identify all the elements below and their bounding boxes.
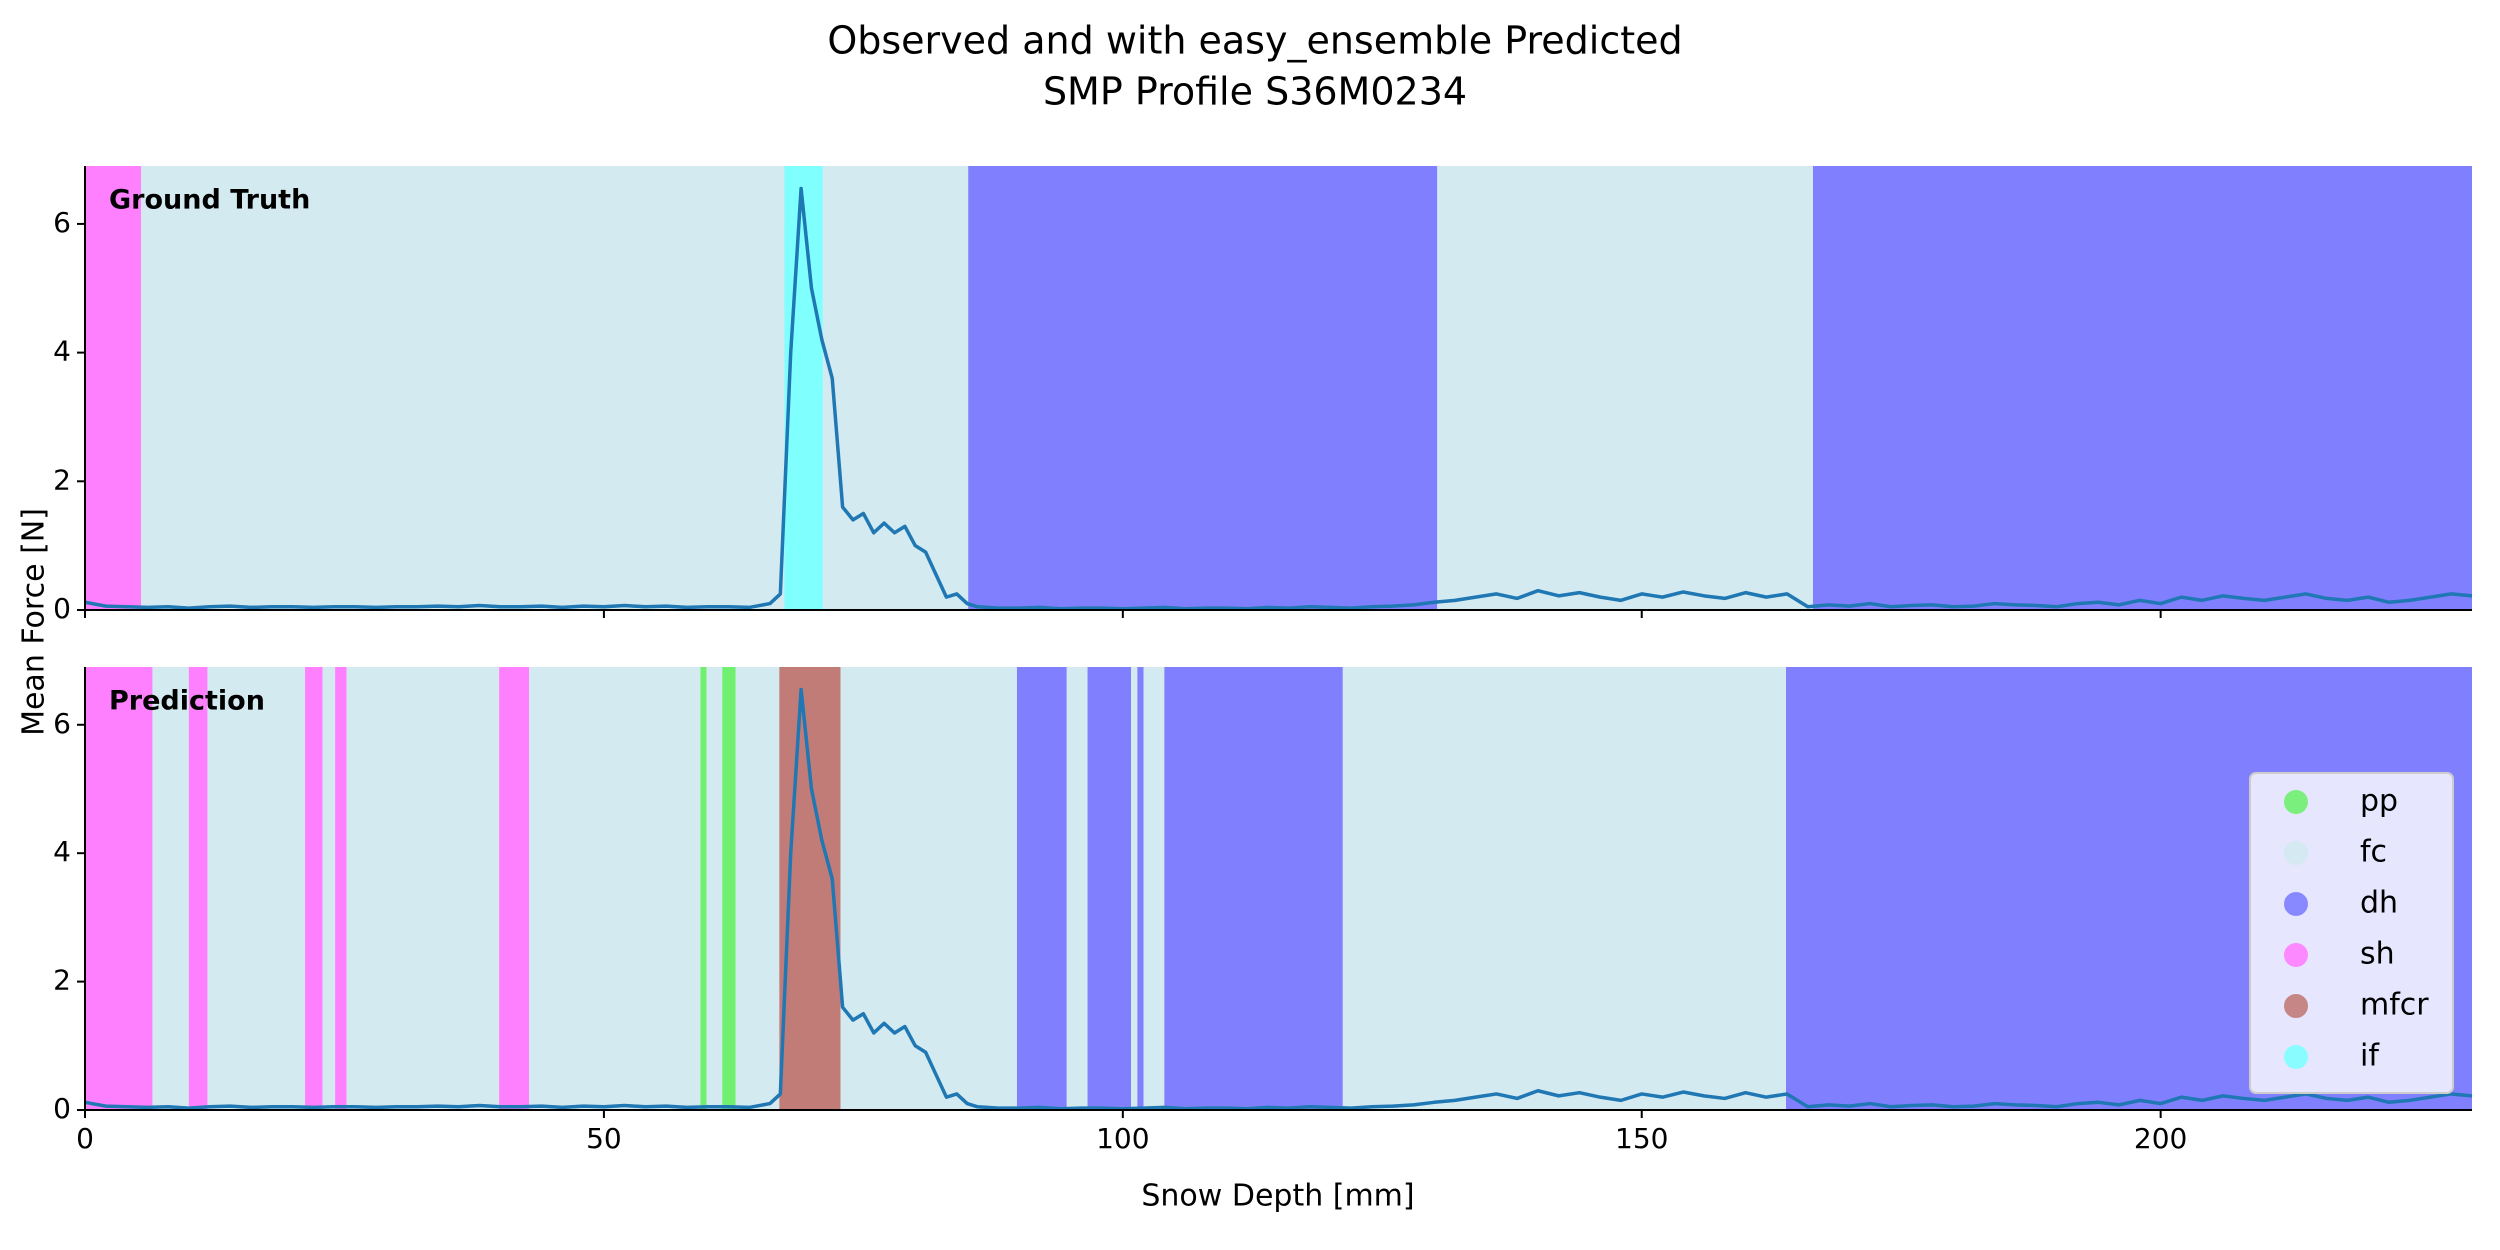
x-tick-label: 150	[1615, 1122, 1668, 1155]
layer-band	[1066, 667, 1088, 1110]
layer-band	[1131, 667, 1138, 1110]
legend-box	[2249, 772, 2454, 1094]
legend-label: mfcr	[2360, 988, 2429, 1023]
x-tick-label: 0	[76, 1122, 94, 1155]
layer-band	[1137, 667, 1144, 1110]
y-tick-label: 4	[53, 835, 71, 868]
legend-label: sh	[2360, 937, 2395, 972]
y-axis-label: Mean Force [N]	[17, 508, 52, 736]
layer-band	[499, 667, 530, 1110]
legend-marker	[2284, 994, 2308, 1018]
layer-band	[152, 667, 189, 1110]
layer-band	[1164, 667, 1343, 1110]
layer-band	[700, 667, 707, 1110]
layer-band	[207, 667, 306, 1110]
y-tick-label: 0	[53, 592, 71, 625]
y-tick-label: 2	[53, 964, 71, 997]
legend-marker	[2284, 1045, 2308, 1069]
layer-band	[968, 166, 1438, 610]
x-axis-label: Snow Depth [mm]	[1141, 1179, 1414, 1214]
legend-label: dh	[2360, 886, 2398, 921]
x-tick-label: 200	[2134, 1122, 2187, 1155]
y-tick-label: 2	[53, 463, 71, 496]
y-tick-label: 6	[53, 206, 71, 239]
layer-band	[335, 667, 347, 1110]
legend-marker	[2284, 841, 2308, 865]
layer-band	[305, 667, 323, 1110]
legend-marker	[2284, 790, 2308, 814]
layer-band	[1016, 667, 1067, 1110]
chart-title: Observed and with easy_ensemble Predicte…	[827, 19, 1682, 63]
layer-band	[85, 166, 142, 610]
legend-label: if	[2360, 1039, 2380, 1074]
layer-band	[1342, 667, 1786, 1110]
layer-band	[840, 667, 1017, 1110]
x-tick-label: 100	[1096, 1122, 1149, 1155]
y-tick-label: 6	[53, 707, 71, 740]
layer-band	[346, 667, 500, 1110]
force-line	[84, 186, 2473, 611]
legend-marker	[2284, 943, 2308, 967]
y-tick-label: 0	[53, 1092, 71, 1125]
layer-band	[322, 667, 336, 1110]
layer-band	[706, 667, 723, 1110]
layer-band	[722, 667, 736, 1110]
layer-band	[85, 667, 153, 1110]
layer-band	[822, 166, 969, 610]
layer-band	[141, 166, 785, 610]
panel-label: Ground Truth	[109, 185, 310, 216]
legend-label: pp	[2360, 784, 2398, 819]
layer-band	[1812, 166, 2472, 610]
legend-label: fc	[2360, 835, 2387, 870]
layer-band	[1087, 667, 1132, 1110]
layer-band	[1143, 667, 1165, 1110]
y-tick-label: 4	[53, 335, 71, 368]
layer-band	[735, 667, 780, 1110]
x-tick-label: 50	[586, 1122, 622, 1155]
force-line	[84, 687, 2473, 1111]
legend-marker	[2284, 892, 2308, 916]
panel-label: Prediction	[109, 686, 265, 717]
layer-band	[188, 667, 208, 1110]
layer-band	[1437, 166, 1813, 610]
chart-subtitle: SMP Profile S36M0234	[1043, 70, 1467, 114]
layer-band	[529, 667, 701, 1110]
